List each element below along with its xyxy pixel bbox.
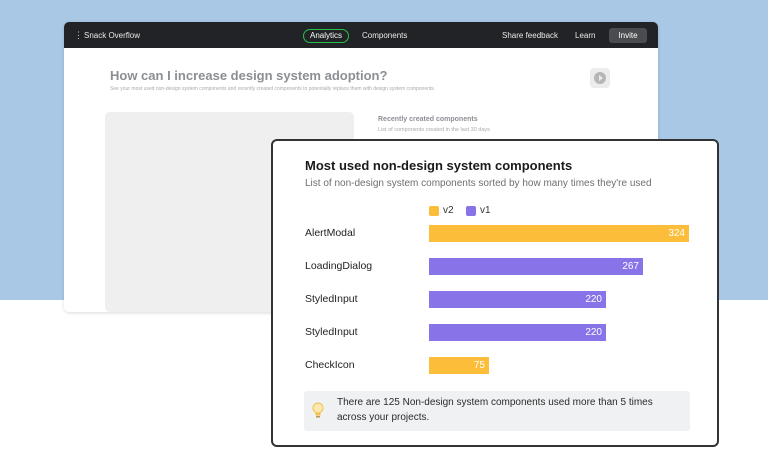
bar-label: LoadingDialog <box>305 260 373 272</box>
card-subtitle: List of non-design system components sor… <box>305 178 652 189</box>
bar-value-label: 220 <box>585 294 602 305</box>
tab-components[interactable]: Components <box>362 31 408 40</box>
invite-button[interactable]: Invite <box>609 28 647 43</box>
bar-label: AlertModal <box>305 227 356 239</box>
bar-value-label: 220 <box>585 327 602 338</box>
bar-value-label: 324 <box>668 228 685 239</box>
card-title: Most used non-design system components <box>305 158 573 173</box>
play-triangle <box>599 75 603 81</box>
app-name[interactable]: Snack Overflow <box>84 31 141 40</box>
legend-label-v1: v1 <box>480 205 491 216</box>
page-subtitle: See your most used non-design system com… <box>110 86 436 92</box>
recent-components-title: Recently created components <box>378 116 478 123</box>
bar-value-label: 267 <box>622 261 639 272</box>
bar-v2[interactable]: 324 <box>429 225 689 242</box>
play-button[interactable] <box>590 68 610 88</box>
bar-v1[interactable]: 220 <box>429 291 606 308</box>
bar-v1[interactable]: 267 <box>429 258 643 275</box>
vertical-dots-icon[interactable]: ⋮ <box>74 30 83 40</box>
legend-label-v2: v2 <box>443 205 454 216</box>
tab-analytics[interactable]: Analytics <box>303 29 350 43</box>
page-title: How can I increase design system adoptio… <box>110 68 388 83</box>
bar-label: CheckIcon <box>305 359 355 371</box>
lightbulb-icon <box>312 402 324 418</box>
legend-swatch-v1 <box>466 206 476 216</box>
legend-swatch-v2 <box>429 206 439 216</box>
info-text: There are 125 Non-design system componen… <box>337 397 653 423</box>
bar-v1[interactable]: 220 <box>429 324 606 341</box>
recent-components-subtitle: List of components created in the last 3… <box>378 127 490 133</box>
top-nav-bar: ⋮ Snack Overflow Analytics Components Sh… <box>64 22 658 48</box>
bar-label: StyledInput <box>305 293 358 305</box>
most-used-components-card: Most used non-design system components L… <box>271 139 719 447</box>
bar-v2[interactable]: 75 <box>429 357 489 374</box>
bar-label: StyledInput <box>305 326 358 338</box>
bar-value-label: 75 <box>473 360 485 371</box>
learn-link[interactable]: Learn <box>575 31 596 40</box>
info-callout: There are 125 Non-design system componen… <box>304 391 690 431</box>
share-feedback-link[interactable]: Share feedback <box>502 31 559 40</box>
